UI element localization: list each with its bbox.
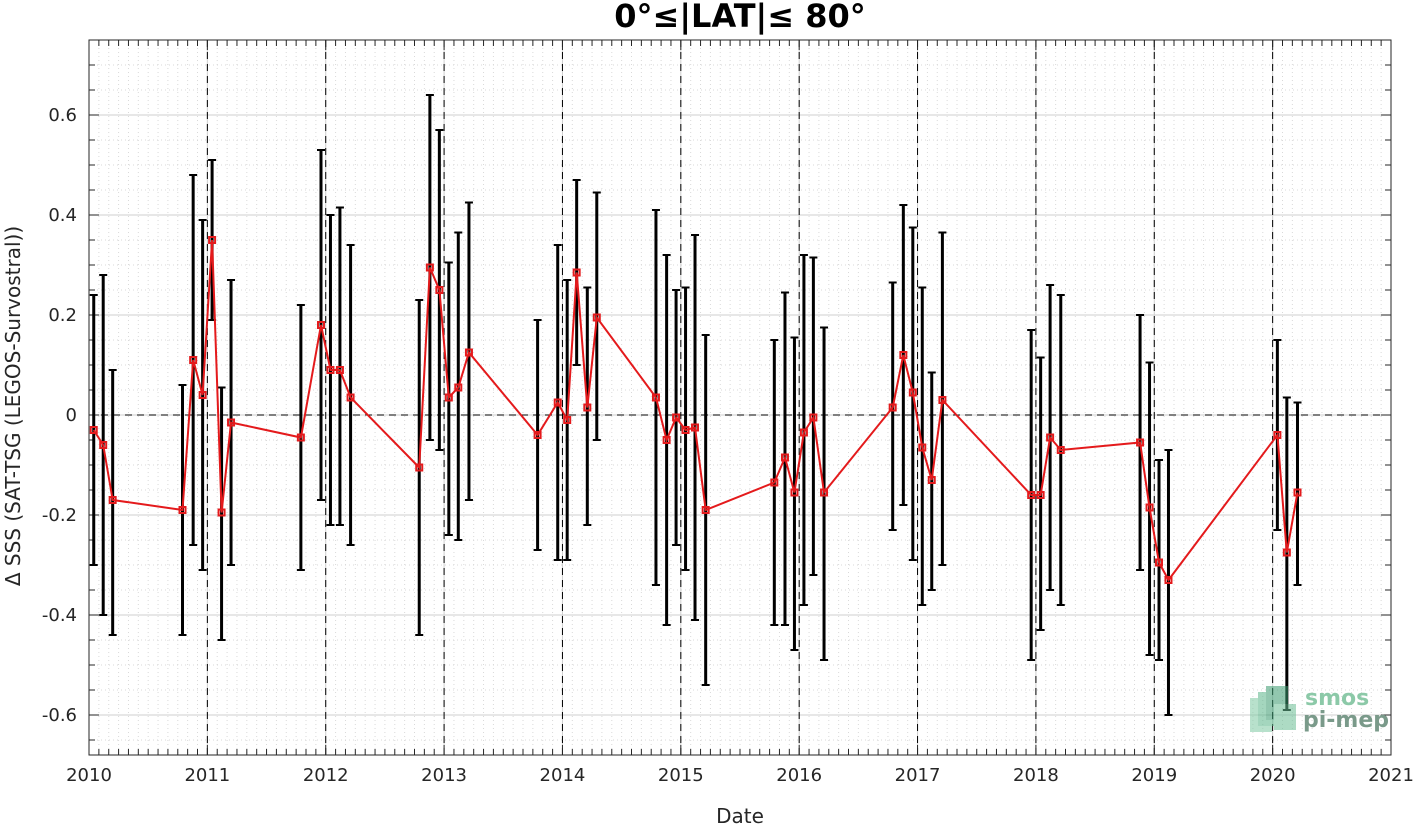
data-point bbox=[533, 431, 542, 439]
data-point bbox=[1136, 438, 1145, 447]
x-tick-label: 2016 bbox=[776, 765, 822, 786]
data-point bbox=[809, 413, 818, 422]
data-point bbox=[572, 268, 581, 277]
x-tick-label: 2013 bbox=[421, 765, 467, 786]
chart-title: 0°≤|LAT|≤ 80° bbox=[614, 0, 865, 36]
data-point bbox=[938, 396, 947, 404]
data-point bbox=[99, 441, 108, 449]
x-tick-label: 2019 bbox=[1131, 765, 1177, 786]
data-point bbox=[1056, 446, 1065, 454]
y-tick-label: -0.4 bbox=[42, 605, 77, 626]
logo-text-smos: smos bbox=[1305, 686, 1369, 711]
data-point bbox=[415, 463, 424, 472]
data-point bbox=[799, 428, 808, 437]
data-point bbox=[662, 436, 671, 444]
data-point bbox=[1282, 548, 1291, 557]
data-point bbox=[927, 476, 936, 484]
data-point bbox=[296, 433, 305, 442]
data-point bbox=[464, 348, 473, 357]
data-point bbox=[583, 403, 592, 412]
data-point bbox=[189, 356, 198, 364]
x-tick-label: 2018 bbox=[1013, 765, 1059, 786]
data-point bbox=[899, 351, 908, 359]
data-point bbox=[227, 418, 236, 427]
y-tick-labels: -0.6 -0.4 -0.2 0 0.2 0.4 0.6 bbox=[42, 105, 77, 726]
data-point bbox=[444, 393, 453, 402]
series-line bbox=[92, 239, 1299, 582]
data-point bbox=[553, 398, 562, 407]
x-tick-label: 2015 bbox=[658, 765, 704, 786]
data-point bbox=[89, 426, 98, 434]
series-markers bbox=[89, 236, 1302, 584]
y-tick-label: 0 bbox=[66, 405, 77, 426]
y-tick-label: 0.6 bbox=[48, 105, 77, 126]
y-tick-label: 0.4 bbox=[48, 205, 77, 226]
data-point bbox=[820, 488, 829, 497]
logo-mark-icon bbox=[1250, 686, 1296, 732]
y-tick-label: -0.2 bbox=[42, 505, 77, 526]
data-point bbox=[701, 506, 710, 514]
data-point bbox=[425, 263, 434, 272]
logo-text-pi-mep: pi-mep bbox=[1303, 708, 1389, 733]
data-point bbox=[108, 496, 117, 504]
data-point bbox=[1155, 558, 1164, 567]
data-point bbox=[770, 478, 779, 487]
data-point bbox=[1036, 491, 1045, 499]
data-point bbox=[691, 423, 700, 432]
x-tick-label: 2012 bbox=[303, 765, 349, 786]
data-point bbox=[1164, 576, 1173, 584]
data-point bbox=[198, 391, 207, 399]
y-axis-label: Δ SSS (SAT-TSG (LEGOS-Survostral)) bbox=[1, 226, 25, 586]
data-point bbox=[435, 286, 444, 294]
data-point bbox=[681, 426, 690, 434]
data-point bbox=[908, 388, 917, 397]
x-tick-label: 2011 bbox=[184, 765, 230, 786]
data-point bbox=[1046, 433, 1055, 442]
data-point bbox=[592, 313, 601, 322]
y-tick-label: 0.2 bbox=[48, 305, 77, 326]
data-point bbox=[316, 321, 325, 329]
data-point bbox=[790, 488, 799, 497]
data-point bbox=[888, 403, 897, 412]
data-point bbox=[672, 413, 681, 422]
data-point bbox=[918, 443, 927, 452]
x-tick-label: 2014 bbox=[540, 765, 586, 786]
data-point bbox=[780, 453, 789, 462]
data-point bbox=[1027, 491, 1036, 499]
x-tick-label: 2017 bbox=[895, 765, 941, 786]
data-point bbox=[335, 366, 344, 374]
data-point bbox=[1293, 488, 1302, 497]
data-point bbox=[208, 236, 217, 244]
y-tick-label: -0.6 bbox=[42, 705, 77, 726]
smos-pi-mep-logo: smos pi-mep bbox=[1250, 686, 1389, 733]
data-point bbox=[178, 506, 187, 514]
x-axis-label: Date bbox=[716, 804, 764, 825]
data-point bbox=[217, 508, 226, 517]
data-point bbox=[454, 383, 463, 392]
x-tick-label: 2021 bbox=[1368, 765, 1414, 786]
plot-frame bbox=[88, 39, 1392, 756]
x-tick-label: 2010 bbox=[66, 765, 112, 786]
data-point bbox=[651, 393, 660, 402]
data-point bbox=[326, 366, 335, 374]
x-tick-label: 2020 bbox=[1250, 765, 1296, 786]
data-point bbox=[1273, 431, 1282, 439]
data-point bbox=[1145, 503, 1154, 512]
x-tick-labels: 2010 2011 2012 2013 2014 2015 2016 2017 2018 2019… bbox=[66, 765, 1414, 786]
data-point bbox=[346, 393, 355, 402]
data-point bbox=[563, 416, 572, 424]
